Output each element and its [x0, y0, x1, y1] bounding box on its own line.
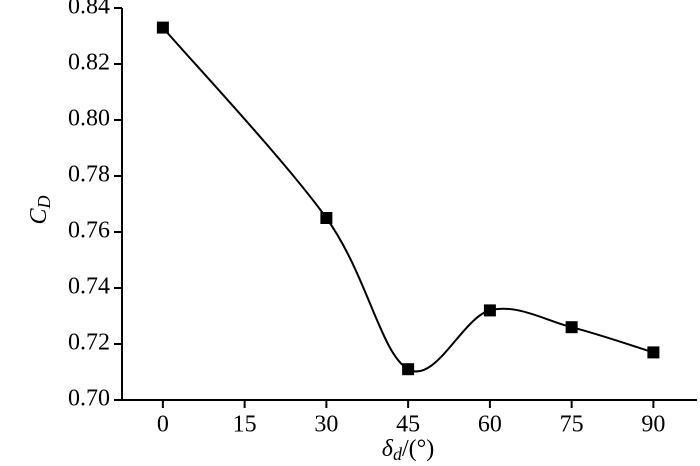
data-line [162, 26, 654, 373]
data-point [156, 21, 169, 34]
x-label-sub: d [393, 444, 403, 464]
x-tick-label: 30 [314, 412, 338, 438]
y-tick-label: 0.72 [68, 330, 110, 356]
x-label-rest: /(°) [402, 436, 434, 462]
y-tick-label: 0.80 [68, 106, 110, 132]
y-tick-label: 0.74 [68, 274, 110, 300]
x-tick-label: 75 [560, 412, 584, 438]
x-tick-label: 90 [641, 412, 665, 438]
x-label-main: δ [382, 436, 394, 462]
y-axis-label: CD [26, 195, 55, 224]
y-tick-label: 0.84 [68, 0, 110, 20]
y-tick-label: 0.70 [68, 386, 110, 412]
y-label-sub: D [34, 195, 54, 209]
data-point [565, 321, 578, 334]
x-axis-label: δd/(°) [382, 436, 434, 465]
y-tick-label: 0.78 [68, 162, 110, 188]
data-point [483, 304, 496, 317]
data-point [320, 212, 333, 224]
x-tick-label: 0 [157, 412, 169, 438]
x-tick-label: 60 [478, 412, 502, 438]
data-point [402, 363, 415, 376]
data-point [647, 346, 660, 359]
x-tick-label: 15 [233, 412, 257, 438]
y-tick-label: 0.82 [68, 50, 110, 76]
x-tick-label: 45 [396, 412, 420, 438]
y-tick-label: 0.76 [68, 218, 110, 244]
y-label-main: C [26, 208, 52, 225]
